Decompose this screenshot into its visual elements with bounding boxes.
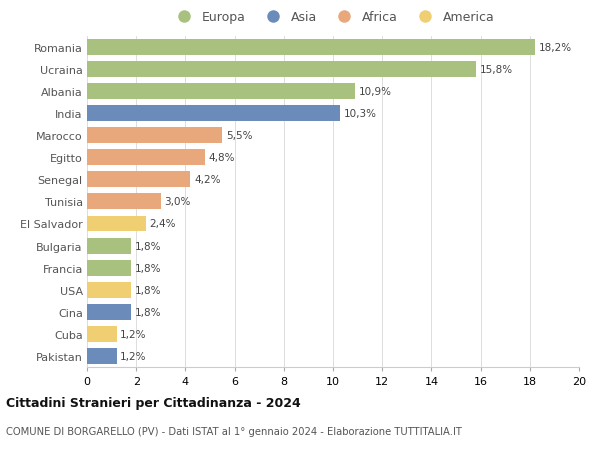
Bar xyxy=(87,150,205,166)
Bar xyxy=(87,194,161,210)
Text: 18,2%: 18,2% xyxy=(538,43,572,53)
Text: Cittadini Stranieri per Cittadinanza - 2024: Cittadini Stranieri per Cittadinanza - 2… xyxy=(6,396,301,409)
Text: 1,8%: 1,8% xyxy=(135,307,161,317)
Bar xyxy=(87,260,131,276)
Bar xyxy=(87,106,340,122)
Bar xyxy=(87,282,131,298)
Bar xyxy=(87,172,190,188)
Bar xyxy=(87,84,355,100)
Text: COMUNE DI BORGARELLO (PV) - Dati ISTAT al 1° gennaio 2024 - Elaborazione TUTTITA: COMUNE DI BORGARELLO (PV) - Dati ISTAT a… xyxy=(6,426,462,436)
Text: 2,4%: 2,4% xyxy=(150,219,176,229)
Bar xyxy=(87,238,131,254)
Text: 1,8%: 1,8% xyxy=(135,285,161,295)
Bar xyxy=(87,216,146,232)
Bar xyxy=(87,62,476,78)
Bar xyxy=(87,348,116,364)
Bar xyxy=(87,128,223,144)
Bar xyxy=(87,304,131,320)
Text: 3,0%: 3,0% xyxy=(164,197,191,207)
Text: 10,9%: 10,9% xyxy=(359,87,392,97)
Bar xyxy=(87,326,116,342)
Text: 1,2%: 1,2% xyxy=(120,351,147,361)
Legend: Europa, Asia, Africa, America: Europa, Asia, Africa, America xyxy=(172,11,494,24)
Text: 15,8%: 15,8% xyxy=(479,65,512,75)
Bar xyxy=(87,40,535,56)
Text: 1,8%: 1,8% xyxy=(135,241,161,251)
Text: 4,2%: 4,2% xyxy=(194,175,221,185)
Text: 4,8%: 4,8% xyxy=(209,153,235,163)
Text: 5,5%: 5,5% xyxy=(226,131,253,141)
Text: 1,2%: 1,2% xyxy=(120,329,147,339)
Text: 1,8%: 1,8% xyxy=(135,263,161,273)
Text: 10,3%: 10,3% xyxy=(344,109,377,119)
